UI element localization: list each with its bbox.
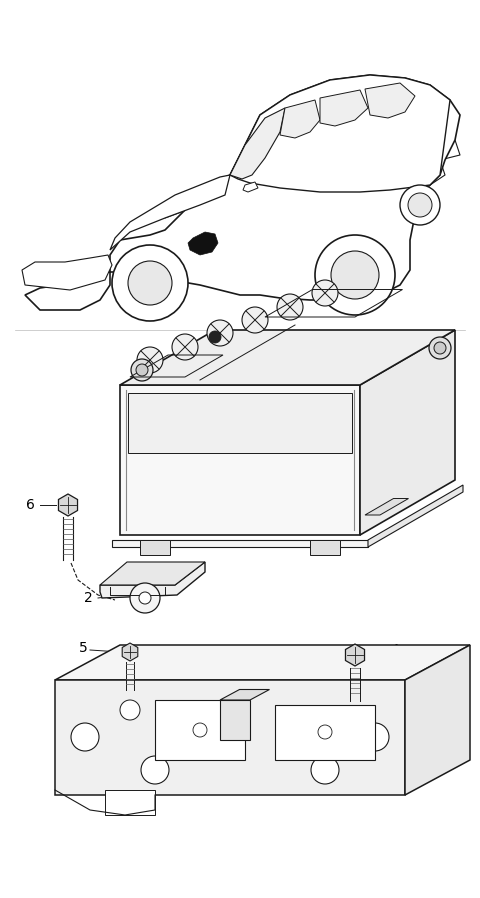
Circle shape — [277, 294, 303, 320]
Polygon shape — [59, 494, 78, 516]
Circle shape — [331, 251, 379, 299]
Bar — [128, 393, 352, 453]
Circle shape — [139, 592, 151, 604]
Polygon shape — [55, 645, 470, 680]
Circle shape — [311, 756, 339, 784]
Circle shape — [112, 245, 188, 321]
Circle shape — [131, 359, 153, 381]
Circle shape — [193, 723, 207, 737]
Polygon shape — [365, 498, 408, 515]
Circle shape — [120, 700, 140, 720]
Polygon shape — [243, 182, 258, 192]
Polygon shape — [360, 330, 455, 535]
Circle shape — [137, 347, 163, 373]
Circle shape — [318, 725, 332, 739]
Circle shape — [408, 193, 432, 217]
Circle shape — [71, 723, 99, 751]
Bar — [275, 705, 375, 760]
Circle shape — [429, 337, 451, 359]
Polygon shape — [320, 90, 368, 126]
Circle shape — [315, 235, 395, 315]
Polygon shape — [405, 645, 470, 795]
Circle shape — [400, 185, 440, 225]
Polygon shape — [220, 700, 250, 740]
Polygon shape — [220, 690, 269, 700]
Circle shape — [136, 364, 148, 376]
Polygon shape — [310, 540, 340, 555]
Polygon shape — [100, 562, 205, 598]
Text: 5: 5 — [79, 641, 88, 655]
Circle shape — [207, 320, 233, 346]
Text: 1: 1 — [258, 348, 266, 362]
Polygon shape — [280, 100, 320, 138]
Circle shape — [361, 723, 389, 751]
Polygon shape — [122, 643, 138, 661]
Circle shape — [312, 280, 338, 306]
Polygon shape — [230, 75, 450, 192]
Text: 3: 3 — [438, 713, 447, 727]
Polygon shape — [100, 562, 205, 585]
Polygon shape — [365, 83, 415, 118]
Circle shape — [434, 342, 446, 354]
Polygon shape — [22, 255, 112, 290]
Text: 6: 6 — [25, 498, 35, 512]
Circle shape — [128, 261, 172, 305]
Polygon shape — [112, 540, 368, 547]
Polygon shape — [110, 175, 230, 250]
Polygon shape — [140, 540, 170, 555]
Polygon shape — [55, 680, 405, 795]
Bar — [155, 700, 245, 760]
Circle shape — [242, 307, 268, 333]
Polygon shape — [105, 790, 155, 815]
Circle shape — [209, 331, 221, 343]
Circle shape — [130, 583, 160, 613]
Polygon shape — [120, 330, 455, 385]
Polygon shape — [120, 385, 360, 535]
Polygon shape — [230, 108, 285, 179]
Circle shape — [172, 334, 198, 360]
Text: 2: 2 — [84, 591, 92, 605]
Polygon shape — [188, 232, 218, 255]
Polygon shape — [346, 644, 364, 666]
Polygon shape — [368, 485, 463, 547]
Text: 4: 4 — [390, 643, 399, 657]
Polygon shape — [25, 75, 460, 310]
Circle shape — [141, 756, 169, 784]
